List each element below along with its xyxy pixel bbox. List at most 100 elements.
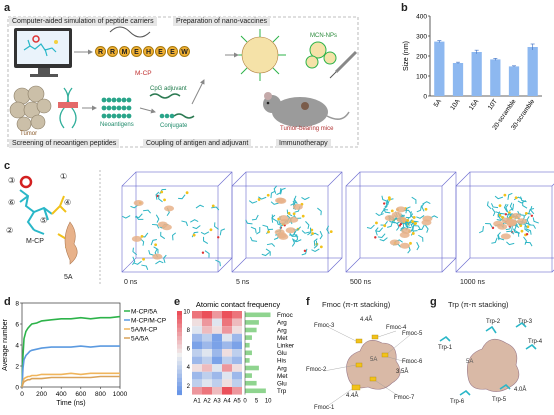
- tumor-label: Tumor: [20, 131, 38, 137]
- fmoc-1-label: Fmoc-1: [314, 405, 335, 411]
- heatmap-cell: [192, 333, 202, 342]
- colorbar-segment: [177, 336, 182, 341]
- colorbar-segment: [177, 361, 182, 366]
- heatmap-col-label: A4: [223, 399, 231, 405]
- heatmap-cell: [212, 333, 222, 342]
- heatmap-cell: [212, 371, 222, 380]
- heatmap-cell: [192, 318, 202, 327]
- panel-c: M-CP 5A ③ ① ⑥ ④ ② ⑤ 0 ns 5 ns 500 ns 100…: [0, 160, 554, 294]
- colorbar-segment: [177, 390, 182, 396]
- legend-label: M-CP/M-CP: [131, 318, 166, 325]
- trp-6-label: Trp-6: [450, 399, 465, 405]
- mcn-label: MCN-NPs: [310, 33, 337, 39]
- heatmap-cell: [222, 364, 232, 372]
- y-tick-label: 0: [423, 94, 427, 101]
- time-label-5ns: 5 ns: [236, 279, 250, 286]
- side-bar-tick-label: 10: [265, 399, 272, 405]
- side-bar: [245, 312, 271, 318]
- md-box: [455, 171, 554, 273]
- box-title-simulation: Computer-aided simulation of peptide car…: [9, 17, 157, 26]
- box-title-screening: Screening of neoantigen peptides: [9, 139, 120, 148]
- side-bar: [245, 335, 252, 340]
- panel-label-e: e: [174, 296, 181, 308]
- heatmap-row-label: Linker: [277, 343, 294, 350]
- x-tick-label: 1000: [113, 391, 128, 398]
- bar: [490, 59, 501, 96]
- heatmap-row-label: Met: [277, 335, 288, 342]
- heatmap-cell: [232, 387, 242, 395]
- panel-label-c: c: [4, 160, 11, 172]
- x-tick-label: 400: [56, 391, 67, 398]
- x-tick-label: 10T: [487, 98, 499, 111]
- side-bar-tick-label: 5: [255, 399, 259, 405]
- peptide-residue: M: [119, 46, 130, 57]
- heatmap-col-label: A5: [233, 399, 241, 405]
- x-axis-label: Time (ns): [56, 400, 85, 407]
- colorbar-segment: [177, 365, 182, 371]
- heatmap-cell: [212, 318, 222, 327]
- x-tick-label: 0: [20, 391, 24, 398]
- heatmap-cell: [202, 387, 212, 395]
- bar: [527, 47, 538, 96]
- series-line: [21, 345, 120, 388]
- heatmap-cell: [192, 326, 202, 334]
- heatmap-cell: [202, 341, 212, 349]
- x-tick-label: 600: [75, 391, 86, 398]
- colorbar-segment: [177, 340, 182, 345]
- bar: [434, 41, 445, 96]
- colorbar-tick-label: 6: [187, 347, 191, 353]
- time-label-500ns: 500 ns: [350, 279, 372, 286]
- colorbar-segment: [177, 323, 182, 329]
- panel-label-f: f: [306, 296, 310, 308]
- legend-label: 5A/M-CP: [131, 327, 157, 334]
- panel-f-title: Fmoc (π-π stacking): [322, 300, 391, 309]
- heatmap-row-label: Arg: [277, 327, 287, 334]
- heatmap-col-label: A2: [203, 399, 211, 405]
- md-snapshots: [19, 170, 554, 285]
- box-title-immunotherapy: Immunotherapy: [276, 139, 331, 148]
- contact-frequency-heatmap: Atomic contact frequency 10 8 6 4 2 A1 A2 A3 A4 A5…: [177, 300, 294, 405]
- heatmap-cell: [212, 349, 222, 357]
- side-bar: [245, 342, 250, 348]
- colorbar-segment: [177, 356, 182, 362]
- bar: [471, 52, 482, 96]
- panel-a-frame: [7, 16, 359, 148]
- mice-label: Tumor-bearing mice: [280, 126, 334, 132]
- heatmap-cell: [222, 356, 232, 365]
- peptide-residue: E: [155, 46, 166, 57]
- circle-label-5: ⑤: [40, 216, 48, 225]
- box-title-preparation: Preparation of nano-vaccines: [173, 17, 271, 26]
- peptide-residue: E: [167, 46, 178, 57]
- heatmap-row-label: Arg: [277, 365, 287, 372]
- panel-label-d: d: [4, 296, 11, 308]
- fmoc-stacking-image: [323, 326, 411, 408]
- colorbar-segment: [177, 369, 182, 375]
- heatmap-cell: [232, 326, 242, 334]
- trp-2-label: Trp-2: [486, 319, 501, 325]
- colorbar-segment: [177, 315, 182, 320]
- colorbar-tick-label: 10: [183, 310, 190, 316]
- average-number-line-chart: 0 2 4 6 8 0 200 400 600 800 1000 Time (ns) Average n…: [2, 301, 166, 408]
- circle-label-1: ①: [60, 172, 68, 181]
- legend-label: 5A/5A: [131, 336, 149, 343]
- heatmap-cell: [222, 371, 232, 380]
- box-title-coupling: Coupling of antigen and adjuvant: [143, 139, 252, 148]
- heatmap-cell: [192, 387, 202, 395]
- heatmap-cell: [212, 364, 222, 372]
- side-bar: [245, 320, 259, 325]
- fmoc-distance-2: 3.5Å: [396, 369, 409, 375]
- mcp-label: M-CP: [135, 70, 152, 77]
- heatmap-title: Atomic contact frequency: [196, 300, 280, 309]
- y-tick-label: 400: [416, 14, 427, 21]
- heatmap-row-label: His: [277, 358, 286, 365]
- panel-g-title: Trp (π-π stacking): [448, 300, 509, 309]
- bar: [452, 63, 464, 96]
- x-tick-label: 5A: [433, 98, 444, 109]
- y-axis-label: Average number: [2, 319, 9, 371]
- y-tick-label: 6: [15, 322, 19, 329]
- circle-label-6: ⑥: [8, 198, 16, 207]
- heatmap-cell: [232, 371, 242, 380]
- heatmap-cell: [222, 326, 232, 334]
- side-bar: [245, 365, 259, 371]
